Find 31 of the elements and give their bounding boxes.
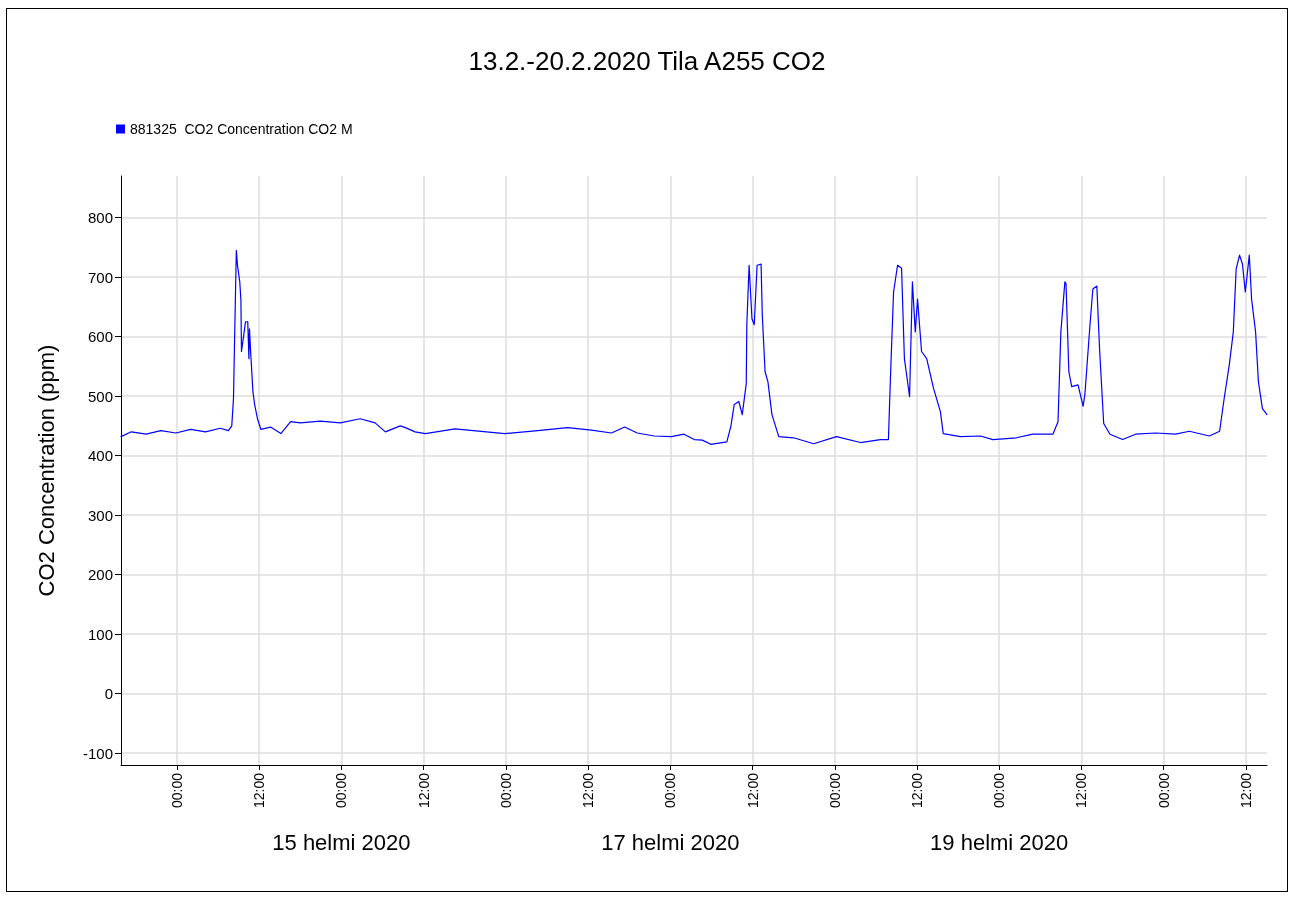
x-tick-label: 00:00: [333, 772, 350, 809]
x-tick-label: 00:00: [826, 772, 843, 809]
y-tick-label: 700: [87, 268, 113, 286]
legend-label: 881325 CO2 Concentration CO2 M: [130, 121, 353, 137]
x-tick-label: 00:00: [991, 772, 1008, 809]
y-tick-label: 0: [104, 685, 113, 703]
y-tick-label: 800: [87, 209, 113, 227]
x-tick-label: 00:00: [1155, 772, 1172, 809]
y-axis-title: CO2 Concentration (ppm): [33, 344, 59, 597]
x-tick-label: 12:00: [415, 772, 432, 809]
x-tick-label: 12:00: [580, 772, 597, 809]
x-tick-label: 00:00: [497, 772, 514, 809]
y-tick-label: 300: [87, 506, 113, 524]
x2-tick-label: 19 helmi 2020: [930, 829, 1069, 855]
line-series: [120, 249, 1268, 445]
x-tick-label: 12:00: [908, 772, 925, 809]
x-tick-label: 12:00: [1237, 772, 1254, 809]
y-tick-label: 500: [87, 387, 113, 405]
y-tick-label: -100: [82, 744, 113, 762]
x-tick-label: 12:00: [1073, 772, 1090, 809]
y-tick-label: 600: [87, 328, 113, 346]
chart-title: 13.2.-20.2.2020 Tila A255 CO2: [468, 46, 826, 76]
y-tick-label: 200: [87, 566, 113, 584]
x-tick-label: 00:00: [168, 772, 185, 809]
x-tick-label: 00:00: [662, 772, 679, 809]
x-tick-label: 12:00: [744, 772, 761, 809]
y-tick-label: 100: [87, 625, 113, 643]
x2-tick-label: 17 helmi 2020: [601, 829, 740, 855]
y-tick-label: 400: [87, 447, 113, 465]
x2-tick-label: 15 helmi 2020: [272, 829, 411, 855]
x-tick-label: 12:00: [251, 772, 268, 809]
